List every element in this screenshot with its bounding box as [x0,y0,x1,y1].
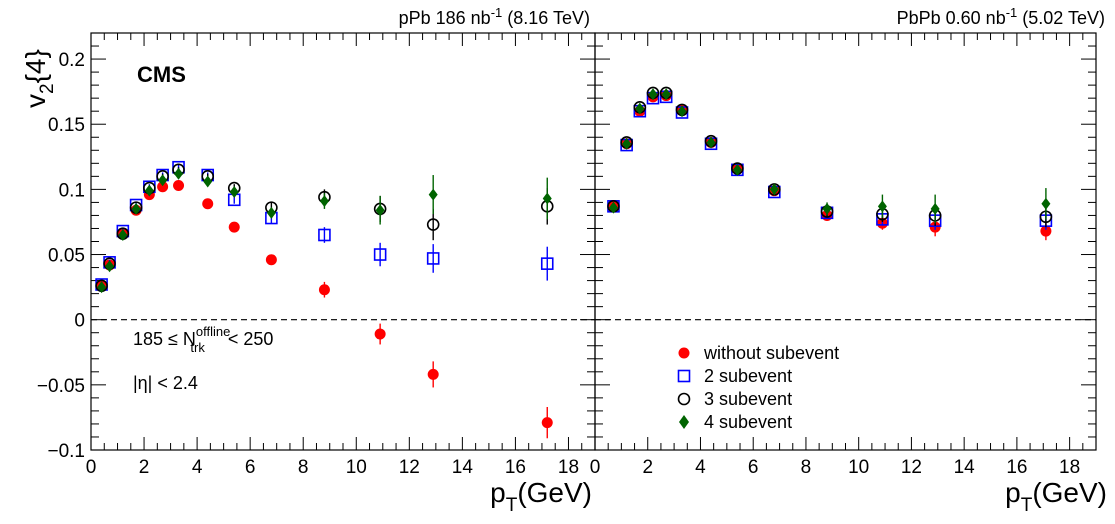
x-tick-label: 10 [848,457,869,478]
x-tick-label: 6 [748,457,759,478]
x-tick-label: 12 [901,457,922,478]
y-tick-label: −0.1 [47,441,85,462]
right-panel-header: PbPb 0.60 nb-1 (5.02 TeV) [897,5,1105,28]
data-point-filled-diamond [319,195,329,208]
legend-entry-without-subevent: without subevent [678,343,839,363]
eta-annotation: |η| < 2.4 [133,373,198,393]
data-point-open-square [540,257,554,270]
x-tick-label: 8 [298,457,309,478]
data-point-filled-diamond [266,206,276,219]
legend-label: without subevent [703,343,839,363]
data-point-filled-circle [265,254,277,266]
data-point-filled-diamond [229,185,239,198]
x-tick-label: 10 [346,457,367,478]
series-3-subevent [607,86,1053,228]
data-point-filled-diamond [608,201,618,214]
right-x-axis-title: pT(GeV) [1005,477,1107,516]
data-point-filled-diamond [97,281,107,294]
data-point-filled-diamond [877,200,887,213]
x-tick-label: 4 [192,457,203,478]
data-point-open-square [373,248,387,261]
data-point-filled-circle [541,417,553,429]
data-point-filled-diamond [105,260,115,273]
data-point-filled-circle [202,198,214,210]
data-point-filled-diamond [158,174,168,187]
series-without-subevent [96,179,553,439]
y-axis-title: v2{4} [20,49,58,108]
legend-marker-filled-circle [678,347,690,359]
x-tick-label: 18 [1059,457,1080,478]
legend-label: 2 subevent [704,366,792,386]
data-point-open-square [318,228,331,242]
ntrk-annotation: 185 ≤ Noffline trk < 250 [133,324,273,355]
data-point-filled-diamond [542,192,552,205]
data-point-filled-diamond [622,137,632,150]
x-tick-label: 2 [139,457,150,478]
x-tick-label: 12 [399,457,420,478]
data-point-filled-diamond [822,202,832,215]
legend-label: 4 subevent [704,412,792,432]
x-tick-label: 0 [590,457,601,478]
legend: without subevent 2 subevent 3 subevent 4… [677,343,839,432]
data-point-filled-diamond [661,88,671,101]
data-point-filled-diamond [930,202,940,215]
x-tick-label: 14 [954,457,976,478]
x-tick-label: 16 [505,457,526,478]
data-point-filled-diamond [769,183,779,196]
cms-label: CMS [137,62,186,87]
data-point-filled-diamond [677,105,687,118]
data-point-filled-circle [1040,225,1052,237]
y-tick-label: 0.15 [48,115,85,136]
y-tick-label: 0.2 [59,50,85,71]
left-x-axis-title: pT(GeV) [490,477,592,516]
axes-layer: 0 2 4 6 8 10 12 14 16 18 −0.1 −0.05 0 0.05 0.1 0.15 0.2 0… [37,32,1097,478]
data-point-filled-diamond [203,175,213,188]
data-point-filled-diamond [131,202,141,215]
left-panel-header: pPb 186 nb-1 (8.16 TeV) [399,5,590,28]
x-tick-label: 0 [86,457,97,478]
x-tick-label: 2 [642,457,653,478]
data-point-filled-circle [374,328,386,340]
data-point-filled-diamond [118,228,128,241]
data-point-filled-diamond [144,184,154,197]
x-tick-label: 16 [1006,457,1027,478]
series-4-subevent [608,88,1051,224]
data-point-filled-diamond [648,88,658,101]
data-point-filled-circle [318,284,330,296]
y-tick-label: −0.05 [37,376,85,397]
x-tick-label: 14 [452,457,474,478]
data-point-filled-circle [173,179,185,191]
data-points-layer [95,86,1053,439]
data-point-open-square [426,252,440,265]
legend-marker-filled-diamond [679,415,689,429]
x-tick-label: 6 [245,457,256,478]
data-point-filled-diamond [732,163,742,176]
data-point-filled-diamond [706,136,716,149]
data-point-filled-diamond [428,188,438,201]
x-tick-label: 18 [558,457,579,478]
series-4-subevent [97,167,552,294]
data-point-filled-circle [157,181,169,193]
x-tick-label: 8 [801,457,812,478]
legend-marker-open-square [677,369,691,383]
legend-label: 3 subevent [704,389,792,409]
data-point-filled-diamond [375,204,385,217]
legend-marker-open-circle [677,392,691,406]
y-tick-label: 0 [74,311,85,332]
data-point-filled-circle [427,368,439,380]
data-point-filled-circle [228,221,240,233]
legend-entry-4-subevent: 4 subevent [679,412,792,432]
x-tick-label: 4 [695,457,706,478]
y-tick-label: 0.1 [59,180,85,201]
data-point-filled-diamond [174,167,184,180]
data-point-filled-diamond [1041,197,1051,210]
y-tick-label: 0.05 [48,246,85,267]
data-point-filled-diamond [635,102,645,115]
legend-entry-3-subevent: 3 subevent [677,389,792,409]
legend-entry-2-subevent: 2 subevent [677,366,792,386]
data-point-open-circle [426,218,440,231]
